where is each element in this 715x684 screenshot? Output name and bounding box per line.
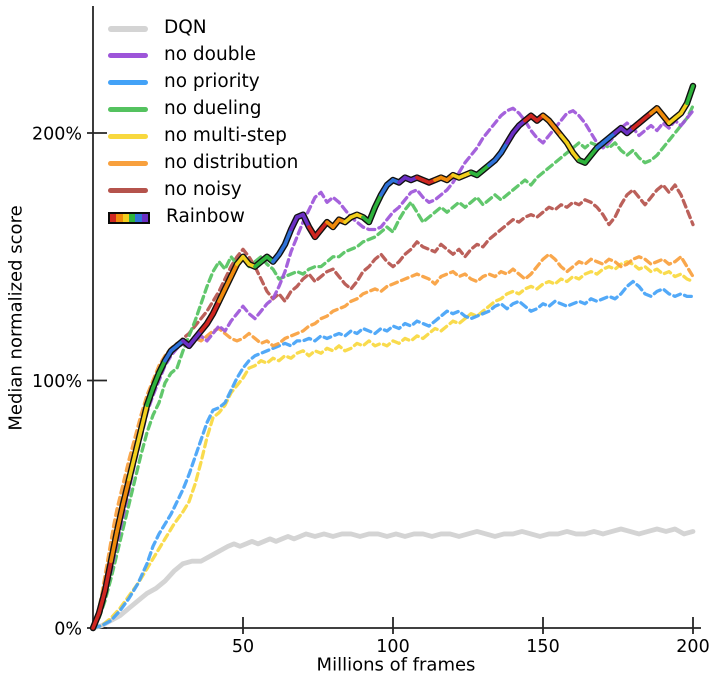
legend-swatch-no-noisy (108, 188, 148, 193)
series-line-dqn (90, 526, 696, 631)
legend-label-no-dueling: no dueling (164, 98, 262, 120)
rainbow-swatch-cell (110, 213, 117, 222)
legend-swatch-no-double (108, 53, 148, 58)
legend-label-no-distribution: no distribution (164, 152, 299, 174)
rainbow-swatch-cell (128, 213, 136, 222)
rainbow-swatch-cell (122, 213, 129, 222)
rainbow-swatch-cell (135, 213, 142, 222)
legend-item-no-noisy: no noisy (108, 177, 298, 204)
legend-item-no-multi-step: no multi-step (108, 123, 298, 150)
x-tick-label-150: 150 (526, 637, 559, 657)
series-line-no-distribution (91, 252, 695, 630)
y-tick-label-200%: 200% (32, 125, 82, 145)
legend-label-no-noisy: no noisy (164, 179, 242, 201)
legend-item-dqn: DQN (108, 15, 298, 42)
legend-swatch-no-priority (108, 80, 148, 85)
legend-item-no-dueling: no dueling (108, 96, 298, 123)
x-tick-label-200: 200 (676, 637, 709, 657)
y-axis-label: Median normalized score (5, 205, 27, 431)
legend-swatch-no-distribution (108, 161, 148, 166)
legend-label-no-priority: no priority (164, 71, 260, 93)
legend-label-rainbow: Rainbow (166, 206, 245, 228)
legend-item-no-distribution: no distribution (108, 150, 298, 177)
legend-swatch-no-multi-step (108, 134, 148, 139)
y-tick-label-0%: 0% (54, 620, 82, 640)
legend-item-rainbow: Rainbow (108, 204, 298, 231)
rainbow-swatch-cell (141, 213, 148, 222)
legend-swatch-rainbow (108, 211, 150, 224)
x-axis-label: Millions of frames (316, 654, 476, 676)
legend-label-dqn: DQN (164, 17, 207, 39)
series-line-no-dueling (91, 104, 695, 630)
legend-item-no-double: no double (108, 42, 298, 69)
rainbow-swatch-cell (116, 213, 123, 222)
series-line-rainbow (91, 84, 695, 630)
legend-label-no-double: no double (164, 44, 256, 66)
x-tick-label-50: 50 (232, 637, 254, 657)
series-line-no-multi-step (91, 260, 695, 630)
y-tick-label-100%: 100% (32, 372, 82, 392)
legend: DQN no double no priority no dueling no … (108, 15, 298, 231)
x-tick-label-100: 100 (376, 637, 409, 657)
series-line-no-priority (91, 279, 695, 630)
legend-item-no-priority: no priority (108, 69, 298, 96)
legend-swatch-dqn (108, 25, 148, 32)
legend-label-no-multi-step: no multi-step (164, 125, 287, 147)
legend-swatch-no-dueling (108, 107, 148, 112)
